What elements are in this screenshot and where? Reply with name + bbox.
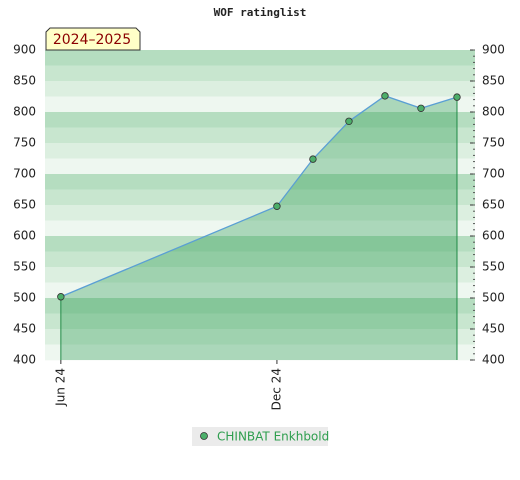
band <box>45 329 475 345</box>
band <box>45 267 475 283</box>
band <box>45 50 475 66</box>
y2-tick-label: 900 <box>482 43 505 57</box>
chart-title: WOF ratinglist <box>214 6 307 19</box>
data-point <box>345 117 353 125</box>
band <box>45 236 475 252</box>
band <box>45 127 475 144</box>
band <box>45 282 475 299</box>
period-label: 2024–2025 <box>53 32 131 48</box>
y2-tick-label: 400 <box>482 353 505 367</box>
y-tick-label: 800 <box>13 105 36 119</box>
data-point <box>309 155 317 163</box>
y-tick-label: 450 <box>13 322 36 336</box>
y-tick-label: 900 <box>13 43 36 57</box>
data-point <box>273 202 281 210</box>
legend <box>192 427 328 446</box>
band <box>45 158 475 175</box>
y2-tick-label: 850 <box>482 74 505 88</box>
y-tick-label: 600 <box>13 229 36 243</box>
band <box>45 112 475 128</box>
area <box>60 95 457 360</box>
band <box>45 81 475 97</box>
y-tick-label: 500 <box>13 291 36 305</box>
band <box>45 189 475 206</box>
y2-tick-label: 500 <box>482 291 505 305</box>
y-tick-label: 650 <box>13 198 36 212</box>
y-tick-label: 750 <box>13 136 36 150</box>
data-point <box>417 104 425 112</box>
legend-marker <box>200 432 208 440</box>
y2-tick-label: 450 <box>482 322 505 336</box>
y-tick-label: 700 <box>13 167 36 181</box>
y-tick-label: 550 <box>13 260 36 274</box>
y-tick-label: 850 <box>13 74 36 88</box>
y2-tick-label: 550 <box>482 260 505 274</box>
y2-tick-label: 800 <box>482 105 505 119</box>
data-point <box>453 93 461 101</box>
background <box>45 50 475 361</box>
band <box>45 344 475 361</box>
band <box>45 65 475 82</box>
band <box>45 251 475 268</box>
band <box>45 174 475 190</box>
y2-tick-label: 700 <box>482 167 505 181</box>
period-tag <box>45 27 141 51</box>
data-point <box>57 293 65 301</box>
y2-tick-label: 650 <box>482 198 505 212</box>
y2-tick-label: 600 <box>482 229 505 243</box>
band <box>45 143 475 159</box>
band <box>45 298 475 314</box>
band <box>45 313 475 330</box>
y2-tick-label: 750 <box>482 136 505 150</box>
x-tick-label: Dec 24 <box>269 368 283 410</box>
y-tick-label: 400 <box>13 353 36 367</box>
x-tick-label: Jun 24 <box>53 368 67 407</box>
legend-label: CHINBAT Enkhbold <box>217 430 329 444</box>
plot <box>57 92 461 360</box>
band <box>45 220 475 237</box>
data-point <box>381 92 389 100</box>
